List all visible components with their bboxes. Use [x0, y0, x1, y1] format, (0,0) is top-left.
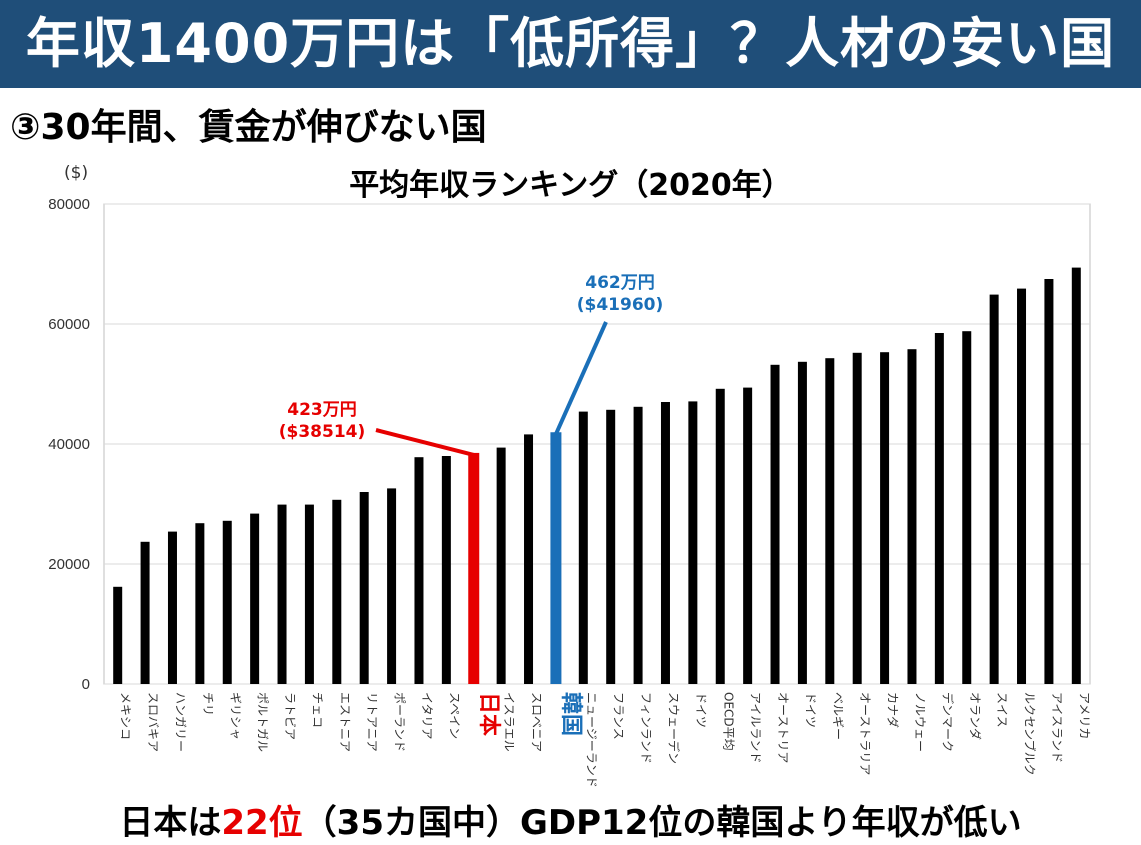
annotation-label: 462万円: [585, 273, 655, 293]
bar: [606, 409, 616, 684]
x-tick-label: フィンランド: [639, 692, 653, 764]
footer-caption: 日本は22位（35カ国中）GDP12位の韓国より年収が低い: [0, 795, 1141, 844]
x-tick-label: スロバキア: [146, 692, 160, 752]
bar: [660, 402, 670, 684]
x-tick-label: ラトビア: [283, 692, 297, 740]
bar: [825, 358, 835, 684]
annotation-leader-line: [554, 321, 608, 436]
bar: [250, 513, 260, 684]
bar: [934, 333, 944, 684]
bar: [113, 586, 123, 684]
bar: [715, 388, 725, 684]
bar: [496, 447, 506, 684]
x-tick-label: スイス: [995, 692, 1009, 728]
x-tick-label: ハンガリー: [173, 692, 187, 752]
x-tick-label: オーストラリア: [858, 692, 872, 775]
x-tick-label: イスラエル: [502, 692, 516, 752]
bar: [195, 523, 205, 684]
bar: [140, 541, 150, 684]
y-tick-label: 0: [82, 676, 90, 693]
bar: [277, 504, 287, 684]
x-tick-label: オランダ: [968, 692, 983, 740]
x-tick-label: チリ: [201, 692, 215, 716]
bar: [578, 411, 588, 684]
bar: [989, 294, 999, 684]
bar: [524, 434, 534, 684]
y-tick-label: 80000: [48, 196, 90, 213]
x-tick-label: ノルウェー: [913, 692, 927, 752]
x-tick-label: ドイツ: [694, 692, 708, 728]
bar: [797, 361, 807, 684]
x-tick-label: デンマーク: [940, 692, 955, 752]
x-tick-label: カナダ: [886, 692, 901, 728]
footer-part2: （35カ国中）GDP12位の韓国より年収が低い: [302, 803, 1022, 843]
bar: [907, 349, 917, 684]
section-subtitle: ③30年間、賃金が伸びない国: [10, 107, 487, 148]
y-tick-label: 40000: [48, 436, 90, 453]
x-tick-label: チェコ: [310, 692, 324, 728]
x-tick-label: オーストリア: [776, 692, 790, 763]
x-tick-label: ポーランド: [393, 692, 407, 752]
y-axis-unit: ($): [64, 163, 89, 183]
bar: [332, 499, 342, 684]
bar: [1017, 288, 1027, 684]
x-tick-label: スロベニア: [530, 692, 544, 752]
x-tick-label: メキシコ: [119, 692, 133, 740]
bar: [852, 352, 862, 684]
x-tick-label: ドイツ: [803, 692, 817, 728]
header-title: 年収1400万円は「低所得」？人材の安い国: [25, 12, 1116, 75]
bar: [880, 352, 890, 684]
y-tick-label: 20000: [48, 556, 90, 573]
footer-part1: 日本は: [119, 803, 222, 843]
bar: [633, 406, 643, 684]
x-tick-label: ギリシャ: [228, 692, 242, 740]
bar: [770, 364, 780, 684]
bar: [167, 531, 177, 684]
x-tick-label: 日本: [476, 692, 501, 736]
bar: [1071, 267, 1081, 684]
annotation-label: 423万円: [287, 400, 357, 420]
y-tick-label: 60000: [48, 316, 90, 333]
bar: [743, 387, 753, 684]
x-tick-label: スウェーデン: [666, 692, 681, 764]
chart-title: 平均年収ランキング（2020年）: [349, 168, 792, 203]
x-tick-label: エストニア: [338, 692, 352, 752]
x-tick-label: 韓国: [558, 692, 584, 736]
bar: [962, 331, 972, 684]
x-tick-label: アイスランド: [1050, 692, 1064, 763]
bar: [414, 457, 424, 684]
x-tick-label: リトアニア: [365, 692, 379, 752]
x-tick-label: ポルトガル: [256, 692, 270, 752]
page-header: 年収1400万円は「低所得」？人材の安い国: [0, 0, 1141, 88]
bar: [468, 452, 480, 684]
bar: [359, 492, 369, 684]
bar: [387, 488, 397, 684]
bar: [222, 520, 232, 684]
bar: [550, 432, 562, 684]
bar: [304, 504, 314, 684]
bar: [441, 456, 451, 684]
x-tick-label: ベルギー: [831, 692, 845, 740]
annotation-value: ($38514): [279, 422, 366, 442]
x-tick-label: スペイン: [447, 692, 461, 739]
bar: [688, 401, 698, 684]
annotation-value: ($41960): [577, 295, 664, 315]
x-tick-label: フランス: [612, 692, 626, 740]
bar: [1044, 279, 1054, 684]
x-tick-label: ルクセンブルク: [1023, 692, 1038, 776]
footer-rank: 22位: [221, 803, 303, 843]
x-tick-label: ニュージーランド: [584, 692, 598, 788]
x-tick-label: アメリカ: [1077, 692, 1091, 739]
x-tick-label: OECD平均: [721, 692, 735, 751]
x-tick-label: イタリア: [420, 692, 434, 740]
x-tick-label: アイルランド: [749, 692, 763, 763]
annotation-leader-line: [375, 428, 475, 457]
